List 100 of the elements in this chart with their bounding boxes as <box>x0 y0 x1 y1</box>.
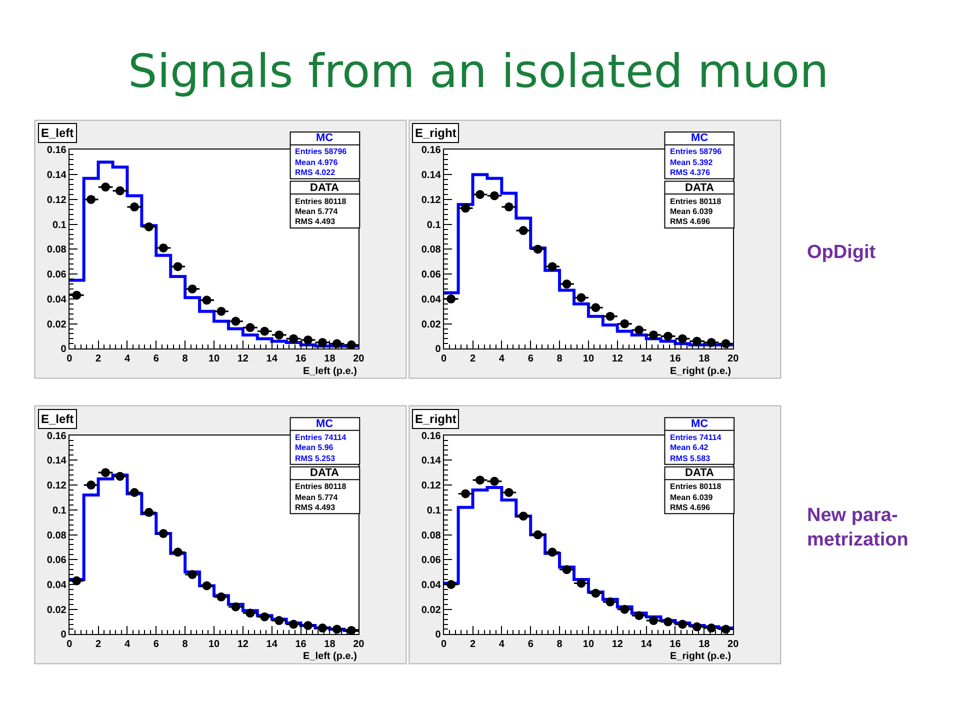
point <box>721 339 730 348</box>
point <box>548 548 557 557</box>
point <box>678 620 687 629</box>
x-axis-title: E_left (p.e.) <box>303 366 357 377</box>
text: New para- metrization <box>807 505 908 551</box>
x-tick-label: 8 <box>556 354 563 365</box>
y-tick-label: 0.14 <box>46 456 67 467</box>
point <box>332 339 342 348</box>
annotation: RMS 5.583 <box>670 454 711 463</box>
y-tick-label: 0.16 <box>46 430 67 442</box>
point <box>664 332 673 341</box>
annotation: RMS 4.376 <box>670 168 711 177</box>
point <box>173 262 182 272</box>
y-tick-label: 0.14 <box>421 170 442 182</box>
x-tick-label: 6 <box>153 639 160 650</box>
point <box>649 330 658 340</box>
y-tick-label: 0.1 <box>52 505 67 516</box>
x-tick-label: 16 <box>295 639 307 650</box>
x-tick-label: 16 <box>295 354 307 365</box>
point <box>678 334 687 344</box>
point <box>101 182 110 192</box>
point <box>86 194 96 204</box>
y-tick-label: 0.02 <box>46 319 67 330</box>
point <box>620 604 630 614</box>
point <box>289 620 298 629</box>
point <box>72 290 82 300</box>
y-tick-label: 0.1 <box>426 505 442 516</box>
point <box>649 616 658 626</box>
point <box>231 316 240 326</box>
point <box>332 624 342 634</box>
x-tick-label: 18 <box>324 354 336 365</box>
point <box>289 334 298 344</box>
y-tick-label: 0 <box>435 344 442 356</box>
annotation: Entries 80118 <box>670 482 722 491</box>
point <box>346 626 356 634</box>
point <box>562 565 572 574</box>
point <box>318 338 327 347</box>
point <box>591 303 600 312</box>
point <box>216 306 226 316</box>
point <box>202 296 212 305</box>
y-tick-label: 0.08 <box>46 530 67 542</box>
point <box>634 611 644 620</box>
annotation: RMS 4.493 <box>295 503 336 512</box>
y-tick-label: 0.1 <box>52 220 67 231</box>
point <box>115 186 124 196</box>
x-tick-label: 8 <box>182 354 188 365</box>
x-tick-label: 10 <box>208 354 220 365</box>
point <box>533 530 542 540</box>
x-tick-label: 8 <box>556 639 563 650</box>
point <box>475 476 484 485</box>
annotation: RMS 4.696 <box>670 503 711 512</box>
point <box>216 592 226 602</box>
text: Signals from an isolated muon <box>128 44 829 98</box>
annotation: Entries 74114 <box>295 433 347 442</box>
annotation: Mean 6.42 <box>670 443 709 452</box>
text: MC <box>316 418 334 430</box>
x-axis-title: E_right (p.e.) <box>670 366 732 377</box>
annotation: RMS 5.253 <box>295 454 336 463</box>
point <box>591 588 600 598</box>
point <box>86 480 96 490</box>
point <box>692 622 702 632</box>
x-tick-label: 6 <box>528 639 534 650</box>
annotation: Mean 6.039 <box>670 207 714 216</box>
annotation: RMS 4.696 <box>670 217 711 226</box>
point <box>504 488 514 497</box>
x-tick-label: 8 <box>182 639 188 650</box>
annotation: Mean 5.774 <box>295 493 338 502</box>
x-tick-label: 20 <box>728 354 740 365</box>
point <box>620 319 630 328</box>
annotation: Mean 4.976 <box>295 158 338 167</box>
annotation: Mean 5.392 <box>670 158 714 167</box>
y-tick-label: 0 <box>435 630 442 641</box>
x-tick-label: 12 <box>612 639 624 650</box>
y-tick-label: 0.16 <box>421 430 442 442</box>
y-tick-label: 0.08 <box>421 244 442 256</box>
x-tick-label: 4 <box>124 639 130 650</box>
point <box>664 617 673 626</box>
point <box>634 326 644 335</box>
point <box>158 243 168 252</box>
point <box>446 294 456 304</box>
point <box>246 608 255 618</box>
text: DATA <box>685 467 714 479</box>
x-tick-label: 18 <box>698 354 710 365</box>
point <box>173 548 182 557</box>
y-tick-label: 0.14 <box>46 170 67 182</box>
x-tick-label: 6 <box>153 354 160 365</box>
x-axis-title: E_right (p.e.) <box>670 651 732 662</box>
y-tick-label: 0.02 <box>421 319 442 330</box>
y-tick-label: 0.1 <box>426 220 442 231</box>
y-tick-label: 0 <box>60 630 67 641</box>
point <box>158 529 168 538</box>
x-tick-label: 10 <box>582 354 594 365</box>
point <box>101 468 110 478</box>
x-tick-label: 14 <box>266 639 278 650</box>
point <box>72 576 82 586</box>
x-tick-label: 12 <box>237 354 249 365</box>
point <box>188 570 197 580</box>
y-tick-label: 0.12 <box>421 194 442 206</box>
text: OpDigit <box>807 242 876 263</box>
annotation: Entries 58796 <box>295 147 348 156</box>
